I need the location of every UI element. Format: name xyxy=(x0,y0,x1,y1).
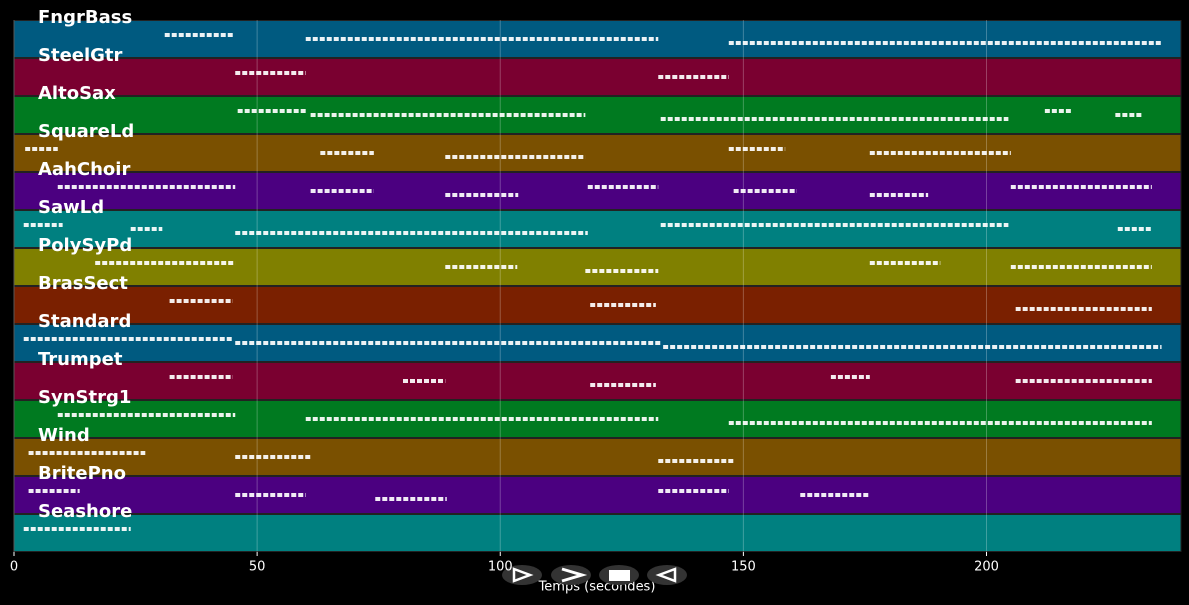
track-label: Trumpet xyxy=(38,349,123,370)
track-label: SteelGtr xyxy=(38,45,123,66)
back-button[interactable] xyxy=(647,565,687,585)
track-label: Standard xyxy=(38,311,131,332)
track-label: BrasSect xyxy=(38,273,128,294)
x-tick-label: 50 xyxy=(249,560,266,575)
track-label: FngrBass xyxy=(38,7,132,28)
track-label: PolySyPd xyxy=(38,235,132,256)
track-label: SquareLd xyxy=(38,121,134,142)
x-tick-label: 100 xyxy=(488,560,513,575)
track-label: AltoSax xyxy=(38,83,116,104)
track-label: BritePno xyxy=(38,463,126,484)
track-label: AahChoir xyxy=(38,159,130,180)
playback-controls xyxy=(502,565,687,585)
track-labels: FngrBass SteelGtr AltoSax SquareLd AahChoir S… xyxy=(38,7,134,522)
track-lane xyxy=(13,514,1182,552)
track-lane xyxy=(13,172,1182,210)
play-button[interactable] xyxy=(502,565,542,585)
track-label: Wind xyxy=(38,425,90,446)
track-lane xyxy=(13,362,1182,400)
track-lane xyxy=(13,476,1182,514)
x-axis-label: Temps (secondes) xyxy=(538,580,656,595)
notes xyxy=(23,33,1162,531)
track-lane xyxy=(13,96,1182,134)
lanes xyxy=(13,20,1182,552)
forward-button[interactable] xyxy=(551,565,591,585)
track-lane xyxy=(13,438,1182,476)
track-label: SynStrg1 xyxy=(38,387,131,408)
x-tick-label: 200 xyxy=(974,560,999,575)
grid xyxy=(13,20,987,552)
x-tick-label: 0 xyxy=(10,560,18,575)
track-lane xyxy=(13,210,1182,248)
stop-button[interactable] xyxy=(599,565,639,585)
x-tick-label: 150 xyxy=(731,560,756,575)
track-lane xyxy=(13,248,1182,286)
track-lane xyxy=(13,58,1182,96)
track-label: SawLd xyxy=(38,197,104,218)
track-lane xyxy=(13,324,1182,362)
track-label: Seashore xyxy=(38,501,132,522)
